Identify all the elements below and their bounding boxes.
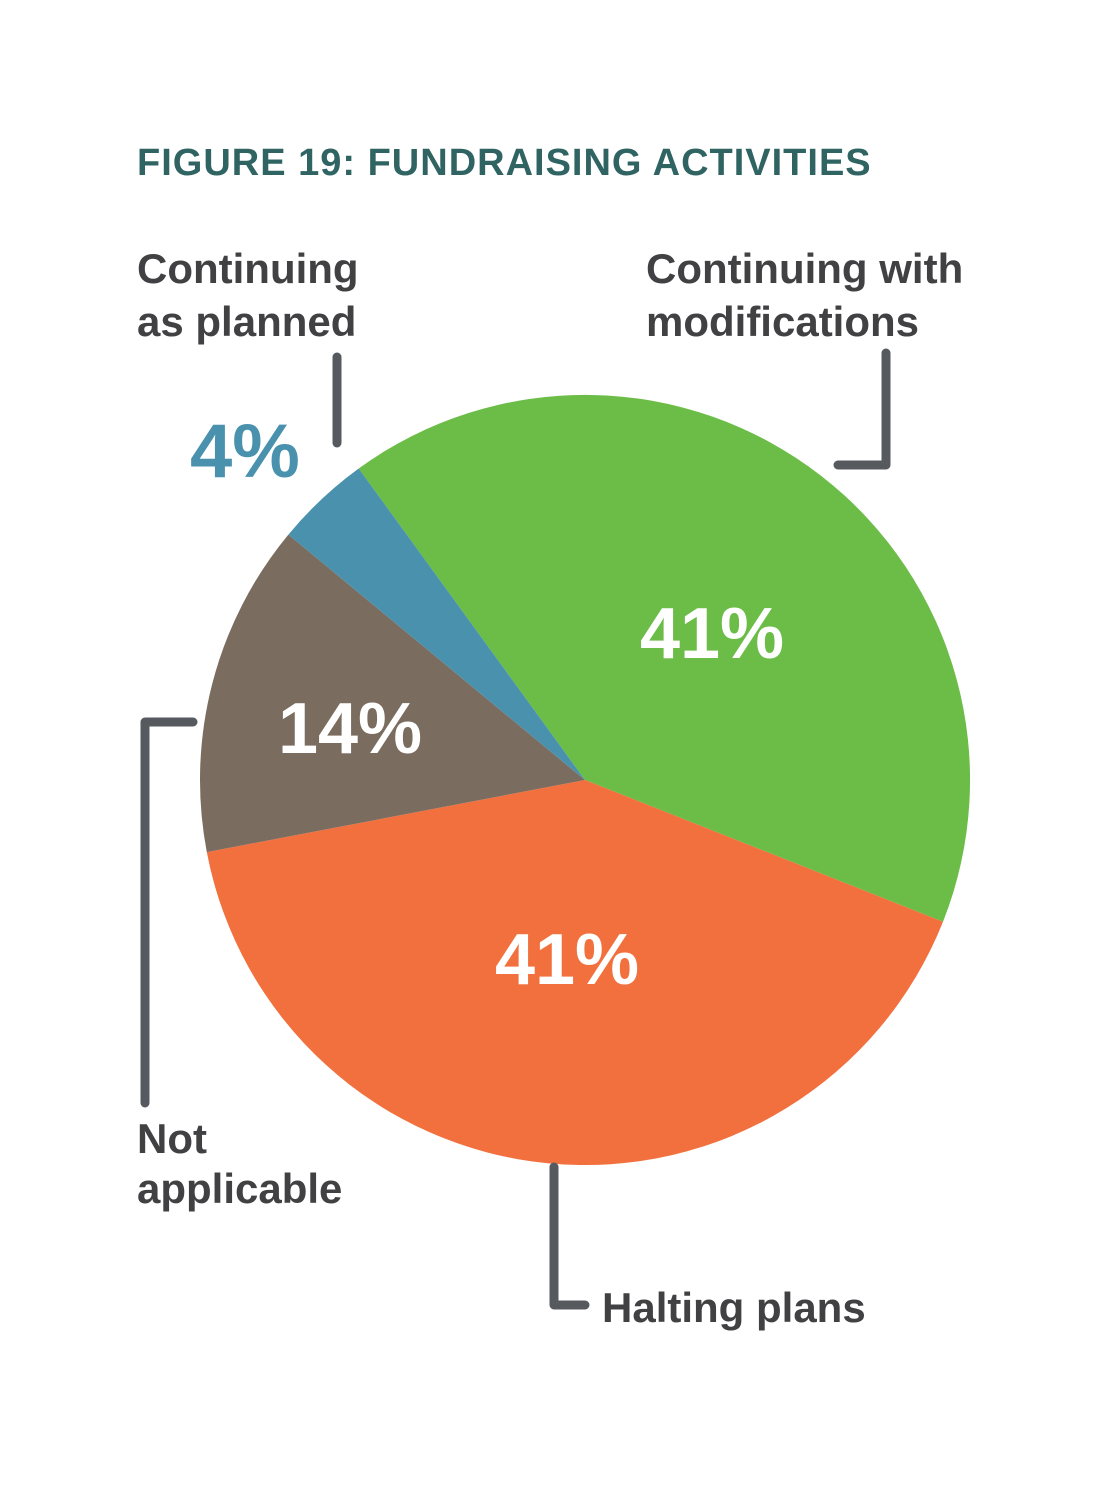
pie-slice-continuing-with-modifications [358, 394, 971, 922]
callout-label-not-applicable: Not applicable [137, 1115, 343, 1212]
callout-label-continuing-as-planned: Continuing as planned [137, 245, 359, 345]
pie-slice-not-applicable [200, 534, 585, 853]
pie-slice-continuing-as-planned [288, 468, 585, 780]
pct-label-not-applicable: 14% [277, 689, 423, 769]
pct-label-halting-plans: 41% [494, 920, 640, 1000]
pct-label-continuing-as-planned: 4% [190, 409, 300, 494]
leader-line-continuing-with-modifications [833, 348, 891, 470]
pct-label-continuing-with-modifications: 41% [639, 594, 785, 674]
pie-slice-group [200, 394, 971, 1166]
figure-title: FIGURE 19: FUNDRAISING ACTIVITIES [137, 142, 872, 184]
leader-line-not-applicable [140, 717, 198, 1108]
leader-line-halting-plans [549, 1162, 590, 1310]
callout-label-continuing-with-modifications: Continuing with modifications [646, 245, 964, 345]
callout-label-halting-plans: Halting plans [602, 1284, 866, 1331]
pie-slice-halting-plans [206, 780, 944, 1166]
